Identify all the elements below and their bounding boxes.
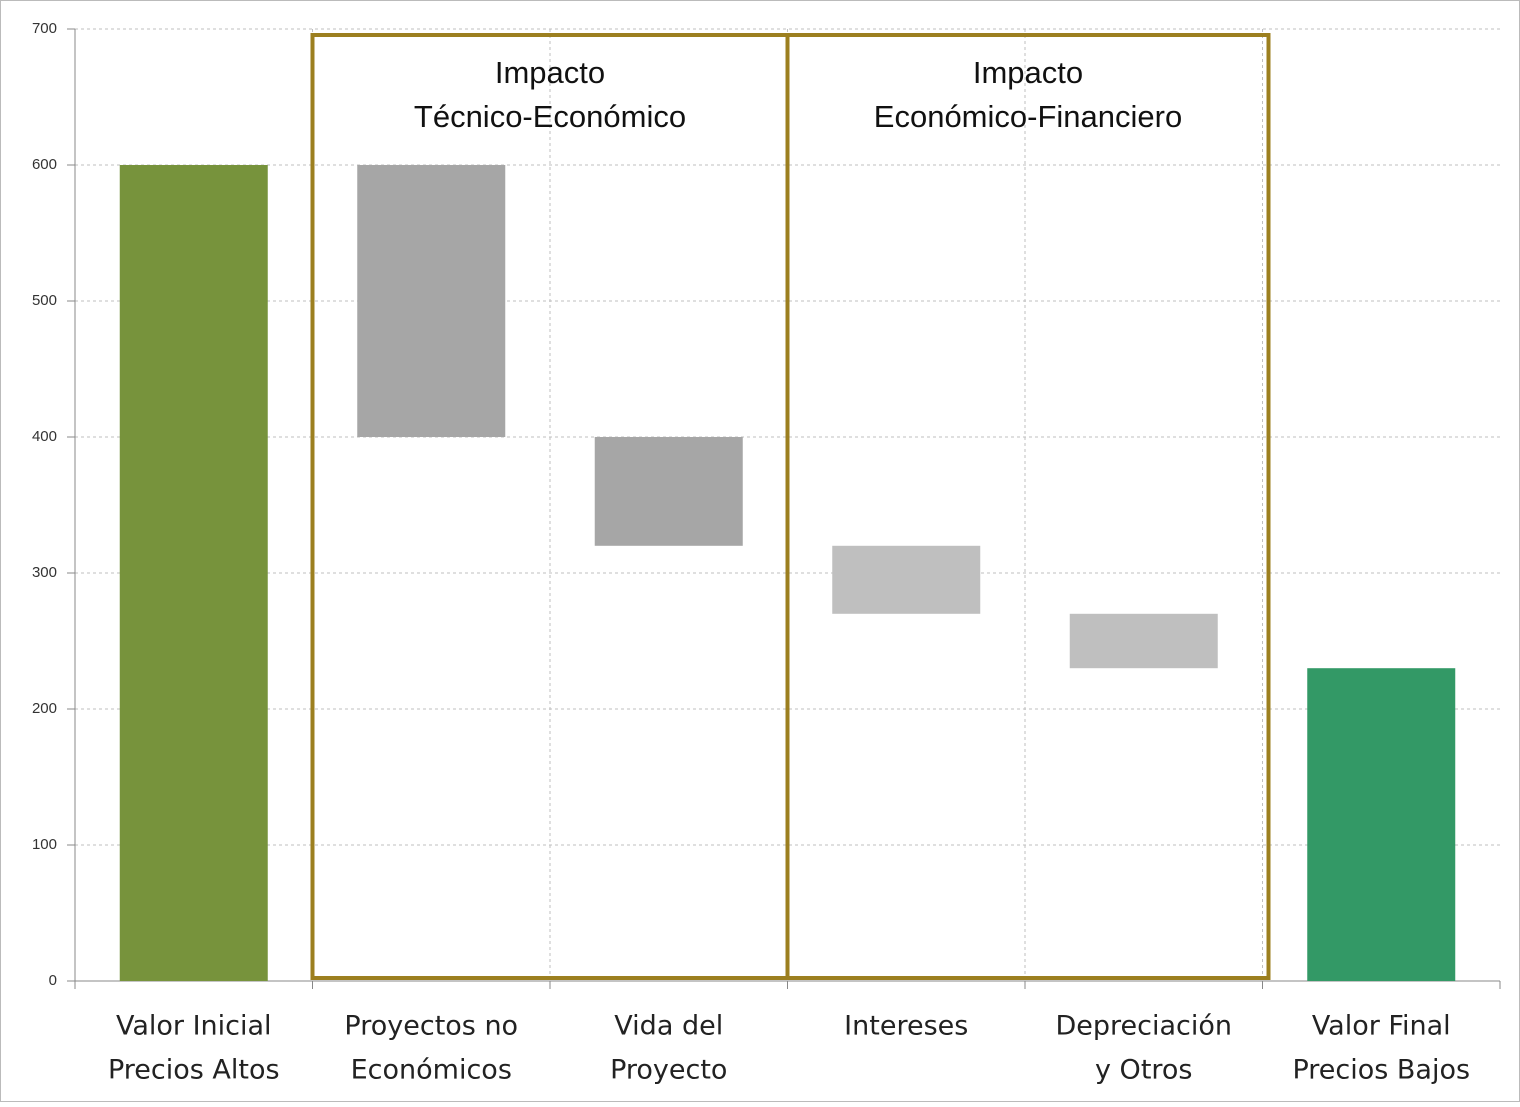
x-tick-label: Depreciación [1055, 1011, 1232, 1042]
x-tick-label: Intereses [844, 1011, 968, 1042]
x-tick-label: Proyectos no [344, 1011, 518, 1042]
x-tick-label: Precios Altos [108, 1055, 280, 1086]
bar [357, 165, 506, 437]
group-title: Impacto [973, 55, 1083, 90]
x-tick-label: Vida del [614, 1011, 723, 1042]
x-tick-label: Valor Final [1312, 1011, 1451, 1042]
group-title: Técnico-Económico [414, 99, 686, 134]
group-title: Impacto [495, 55, 605, 90]
y-tick-label: 100 [32, 836, 57, 853]
y-tick-label: 200 [32, 700, 57, 717]
x-tick-label: Económicos [351, 1055, 512, 1086]
x-tick-label: y Otros [1095, 1055, 1193, 1086]
x-tick-label: Proyecto [610, 1055, 727, 1086]
y-tick-label: 400 [32, 428, 57, 445]
y-tick-label: 600 [32, 156, 57, 173]
group-box [785, 33, 1271, 980]
bar [1069, 613, 1218, 669]
group-title: Económico-Financiero [874, 99, 1182, 134]
x-tick-label: Precios Bajos [1292, 1055, 1470, 1086]
bar [832, 545, 981, 614]
bar [594, 437, 743, 546]
y-tick-label: 500 [32, 292, 57, 309]
x-tick-label: Valor Inicial [116, 1011, 272, 1042]
y-tick-label: 300 [32, 564, 57, 581]
bar [119, 165, 268, 981]
y-tick-label: 700 [32, 20, 57, 37]
y-tick-label: 0 [49, 972, 57, 989]
bar [1307, 668, 1456, 981]
